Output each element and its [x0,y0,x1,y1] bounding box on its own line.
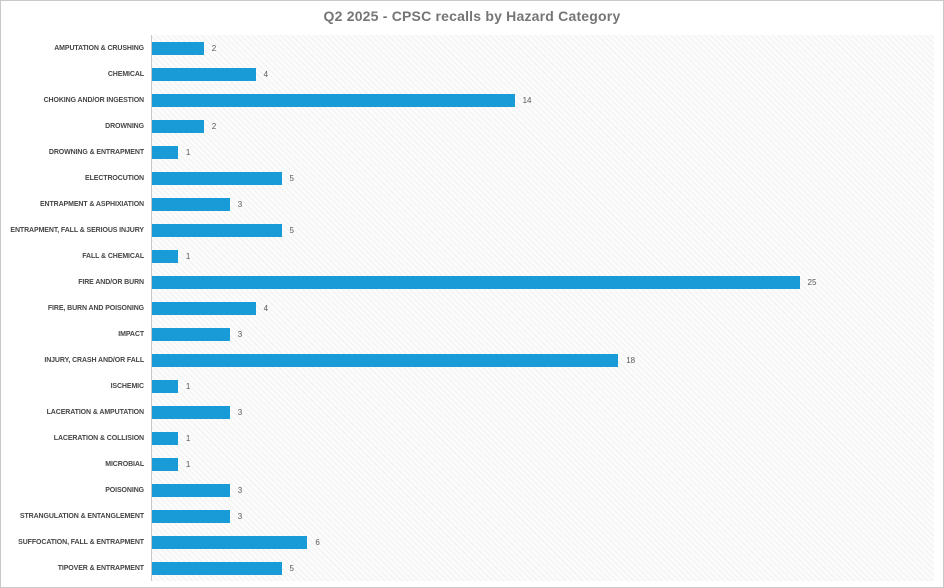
value-label: 5 [289,563,294,573]
bar-row: 1 [152,425,934,451]
bar [152,93,515,107]
bar [152,171,282,185]
bar [152,483,230,497]
value-label: 1 [185,433,191,443]
category-label: FIRE, BURN AND POISONING [47,304,144,312]
value-label: 3 [237,407,243,417]
category-label: SUFFOCATION, FALL & ENTRAPMENT [18,538,144,546]
bar [152,379,178,393]
value-label: 6 [315,537,320,547]
value-label: 2 [211,121,217,131]
bar-row: 1 [152,451,934,477]
bar-row: 3 [152,399,934,425]
category-label: DROWNING & ENTRAPMENT [48,148,144,156]
bar-row: 5 [152,217,934,243]
value-label: 3 [237,199,243,209]
bar-row: 5 [152,165,934,191]
bar-row: 4 [152,295,934,321]
bar [152,119,204,133]
value-label: 14 [522,95,532,105]
value-label: 25 [807,277,817,287]
bar [152,353,619,367]
value-label: 4 [263,69,269,79]
bar [152,509,230,523]
bar [152,561,282,575]
bar-row: 2 [152,35,934,61]
bar [152,301,256,315]
category-label: DROWNING [105,122,144,130]
category-label: ELECTROCUTION [85,174,144,182]
category-label: CHEMICAL [107,70,144,78]
bar [152,145,178,159]
category-label: IMPACT [118,330,144,338]
bar-row: 18 [152,347,934,373]
bar [152,431,178,445]
value-label: 3 [237,485,243,495]
plot-area: 2 4 14 2 1 5 3 5 1 25 4 3 18 1 3 1 1 3 3 6 5 [151,35,934,581]
bar [152,197,230,211]
bar [152,327,230,341]
category-label: MICROBIAL [105,460,144,468]
bar [152,535,308,549]
category-label: ENTRAPMENT, FALL & SERIOUS INJURY [10,226,144,234]
bar-row: 14 [152,87,934,113]
value-label: 5 [289,173,294,183]
bar-row: 25 [152,269,934,295]
bar [152,249,178,263]
category-label: LACERATION & COLLISION [53,434,144,442]
value-label: 5 [289,225,294,235]
value-label: 1 [185,381,191,391]
bar-row: 1 [152,139,934,165]
bar [152,275,800,289]
category-label: TIPOVER & ENTRAPMENT [57,564,144,572]
bar [152,67,256,81]
category-label: POISONING [105,486,144,494]
value-label: 1 [185,459,191,469]
category-label: STRANGULATION & ENTANGLEMENT [19,512,144,520]
bar-row: 1 [152,373,934,399]
bar-row: 3 [152,477,934,503]
category-label: INJURY, CRASH AND/OR FALL [44,356,144,364]
bar-row: 5 [152,555,934,581]
category-label: ISCHEMIC [110,382,145,390]
value-label: 3 [237,329,243,339]
bar-row: 3 [152,321,934,347]
bar [152,457,178,471]
category-label: ENTRAPMENT & ASPHIXIATION [39,200,144,208]
category-label: FIRE AND/OR BURN [78,278,144,286]
value-label: 4 [263,303,269,313]
bar-row: 4 [152,61,934,87]
chart-body: AMPUTATION & CRUSHING CHEMICAL CHOKING AND… [2,35,934,581]
value-label: 1 [185,147,191,157]
value-label: 18 [626,355,636,365]
chart-title: Q2 2025 - CPSC recalls by Hazard Categor… [323,8,621,24]
bar-row: 6 [152,529,934,555]
category-label: CHOKING AND/OR INGESTION [43,96,145,104]
bar-row: 3 [152,503,934,529]
bar-row: 2 [152,113,934,139]
y-axis-labels: AMPUTATION & CRUSHING CHEMICAL CHOKING AND… [2,35,151,581]
value-label: 2 [211,43,217,53]
category-label: FALL & CHEMICAL [82,252,144,260]
value-label: 1 [185,251,191,261]
value-label: 3 [237,511,243,521]
bar [152,223,282,237]
bar [152,41,204,55]
bar [152,405,230,419]
category-label: AMPUTATION & CRUSHING [54,44,144,52]
category-label: LACERATION & AMPUTATION [46,408,144,416]
bar-row: 3 [152,191,934,217]
bar-row: 1 [152,243,934,269]
